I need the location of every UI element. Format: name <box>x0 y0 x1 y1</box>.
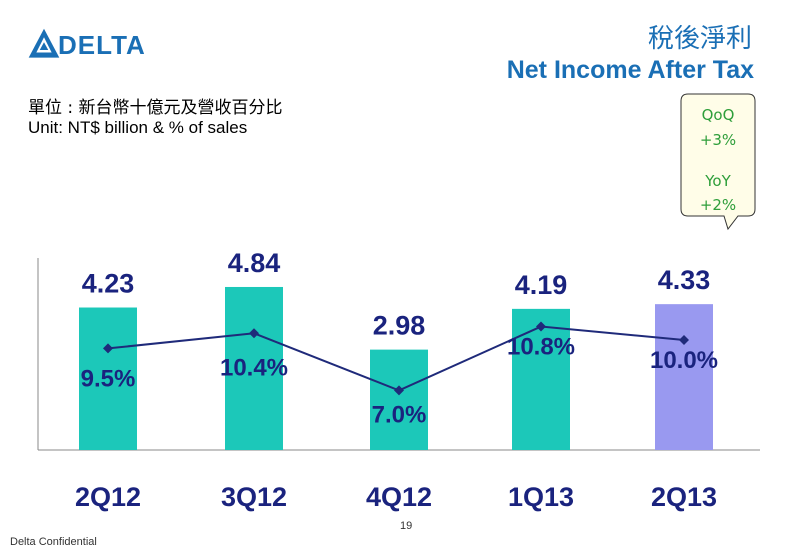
margin-point <box>679 335 689 345</box>
qoq-value: +3% <box>699 131 737 149</box>
bar-2Q13 <box>655 304 713 450</box>
yoy-label: YoY <box>705 172 731 190</box>
bar-value-label: 4.19 <box>515 270 568 300</box>
margin-value-label: 10.8% <box>507 334 575 361</box>
category-label: 2Q13 <box>651 482 717 512</box>
margin-value-label: 10.4% <box>220 354 288 381</box>
margin-point <box>536 321 546 332</box>
page-title-chinese: 稅後淨利 <box>647 24 752 54</box>
confidential-label: Delta Confidential <box>10 536 97 548</box>
margin-point <box>103 343 113 354</box>
unit-label: Unit: NT$ billion & % of sales <box>28 118 248 137</box>
bar-2Q12 <box>79 307 137 450</box>
qoq-label: QoQ <box>701 106 735 124</box>
bar-3Q12 <box>225 286 283 450</box>
margin-point <box>249 328 259 339</box>
page-number: 19 <box>400 520 413 532</box>
bar-value-label: 2.98 <box>373 311 426 341</box>
category-label: 2Q12 <box>75 482 141 512</box>
margin-point <box>394 385 404 396</box>
unit-label-chinese: 單位 : 新台幣十億元及營收百分比 <box>28 98 283 118</box>
margin-value-label: 10.0% <box>650 347 718 374</box>
page-title: Net Income After Tax <box>506 56 754 84</box>
bar-value-label: 4.23 <box>82 269 135 299</box>
category-label: 1Q13 <box>508 482 574 512</box>
category-label: 4Q12 <box>366 482 432 512</box>
bar-1Q13 <box>512 308 570 450</box>
yoy-value: +2% <box>699 196 737 214</box>
logo-text: DELTA <box>58 30 146 60</box>
margin-value-label: 7.0% <box>372 401 427 428</box>
growth-callout-box <box>680 93 756 231</box>
bar-value-label: 4.84 <box>228 248 281 278</box>
bar-4Q12 <box>370 349 428 450</box>
delta-logo-icon <box>28 28 60 58</box>
margin-value-label: 9.5% <box>81 365 136 392</box>
bar-value-label: 4.33 <box>658 265 711 295</box>
category-label: 3Q12 <box>221 482 287 512</box>
